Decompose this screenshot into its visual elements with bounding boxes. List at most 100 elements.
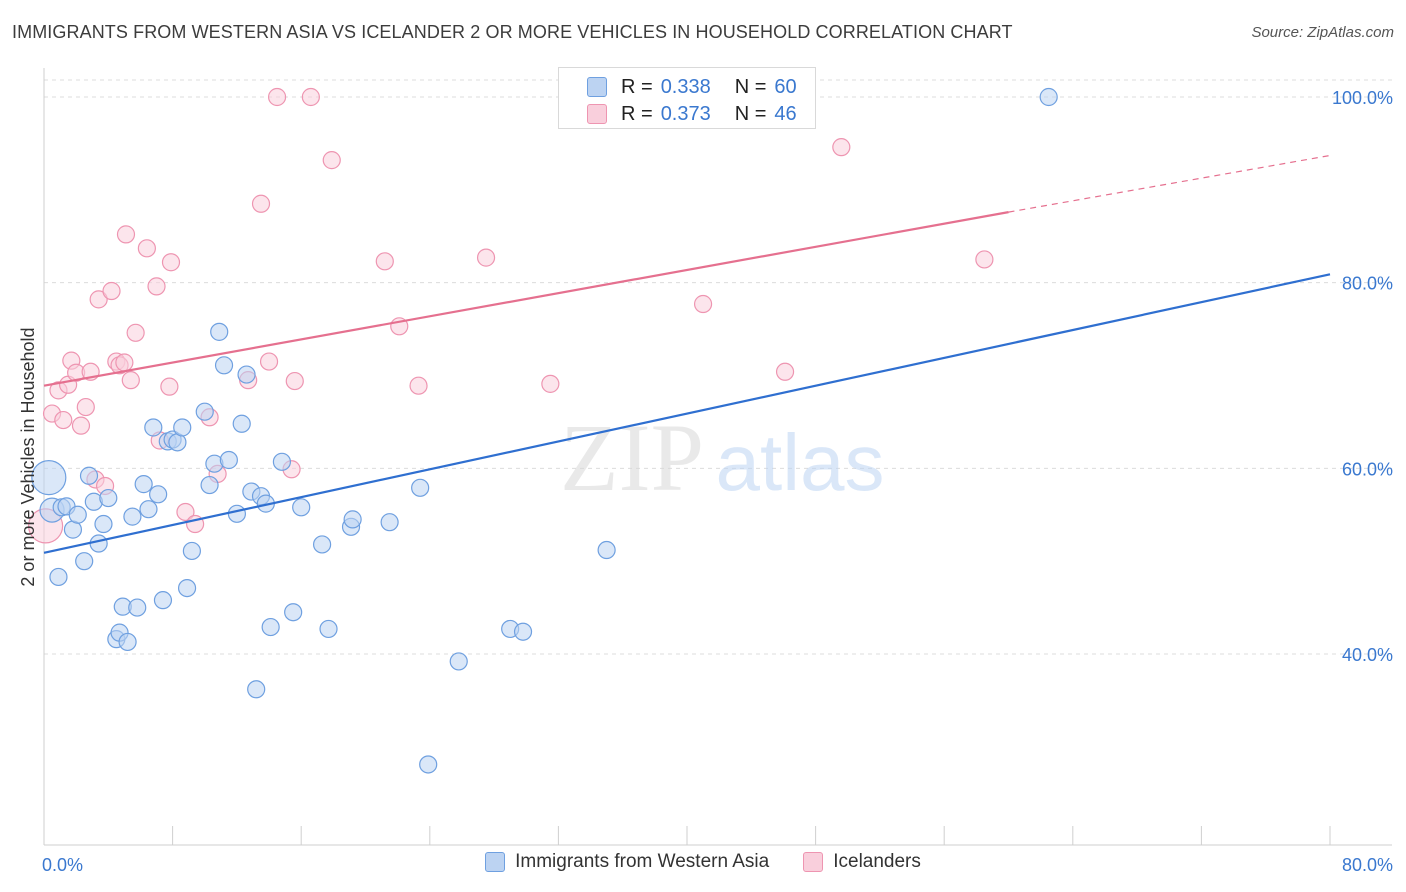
trend-line-western-asia: [43, 273, 1331, 554]
data-point: [160, 377, 179, 396]
data-point: [139, 500, 158, 519]
data-point: [301, 87, 320, 107]
y-axis-label: 2 or more Vehicles in Household: [18, 327, 38, 586]
western-asia-points: [31, 87, 1058, 774]
data-point: [121, 371, 140, 390]
data-point: [76, 397, 95, 417]
data-point: [267, 87, 287, 107]
data-point: [126, 323, 145, 342]
x-tick-label: 80.0%: [1342, 855, 1393, 875]
data-point: [116, 225, 136, 244]
source-credit: Source: ZipAtlas.com: [1251, 24, 1394, 41]
data-point: [259, 352, 279, 371]
legend-swatch-pink: [803, 852, 824, 872]
data-point: [54, 410, 73, 430]
data-point: [832, 138, 851, 157]
legend-n-label: N =: [734, 102, 767, 125]
data-point: [261, 617, 280, 637]
data-point: [149, 485, 168, 504]
legend-swatch-blue: [587, 77, 607, 97]
data-point: [219, 450, 238, 470]
legend-r-value: 0.373: [660, 102, 711, 125]
data-point: [210, 322, 229, 341]
legend-row-pink: R = 0.373 N = 46: [587, 102, 797, 126]
data-point: [49, 567, 68, 587]
data-point: [173, 418, 192, 437]
data-point: [272, 452, 292, 471]
legend-item-western-asia[interactable]: Immigrants from Western Asia: [485, 851, 769, 873]
data-point: [247, 680, 266, 699]
data-point: [115, 353, 134, 372]
data-point: [182, 541, 201, 561]
data-point: [319, 619, 338, 639]
data-point: [137, 239, 156, 258]
data-point: [195, 402, 214, 421]
data-point: [176, 502, 195, 522]
icelanders-points: [28, 87, 994, 544]
data-point: [79, 466, 99, 485]
tick-labels: 40.0% 60.0% 80.0% 100.0% 0.0% 80.0%: [42, 88, 1393, 875]
x-tick-label: 0.0%: [42, 855, 83, 875]
data-point: [1039, 87, 1058, 107]
data-point: [123, 507, 142, 526]
data-point: [232, 414, 251, 433]
trend-line-icelanders: [43, 211, 1009, 387]
y-tick-label: 40.0%: [1342, 645, 1393, 665]
data-point: [322, 151, 341, 170]
correlation-legend: R = 0.338 N = 60 R = 0.373 N = 46: [558, 67, 816, 129]
data-point: [153, 591, 173, 610]
data-point: [411, 478, 430, 497]
y-tick-label: 100.0%: [1332, 88, 1393, 108]
data-point: [775, 362, 795, 381]
data-point: [134, 475, 153, 494]
series-legend: Immigrants from Western Asia Icelanders: [0, 851, 1406, 873]
data-point: [343, 510, 362, 529]
data-point: [419, 755, 438, 774]
data-point: [71, 416, 91, 435]
data-point: [237, 365, 256, 384]
legend-n-value: 60: [774, 75, 797, 98]
data-point: [380, 513, 399, 532]
data-point: [284, 603, 303, 622]
watermark: ZIP atlas: [560, 404, 884, 511]
data-point: [99, 488, 118, 508]
legend-r-value: 0.338: [660, 75, 711, 98]
y-tick-label: 80.0%: [1342, 274, 1393, 294]
trend-line-icelanders-extension: [1008, 154, 1331, 213]
legend-row-blue: R = 0.338 N = 60: [587, 75, 797, 99]
legend-swatch-blue: [485, 852, 506, 872]
data-point: [68, 505, 87, 524]
data-point: [102, 281, 121, 301]
data-point: [144, 418, 163, 437]
data-point: [89, 290, 108, 309]
data-point: [118, 632, 137, 652]
chart-title: IMMIGRANTS FROM WESTERN ASIA VS ICELANDE…: [12, 22, 1013, 42]
data-point: [177, 578, 197, 598]
trend-lines: [43, 154, 1331, 554]
legend-label-icelanders: Icelanders: [833, 851, 921, 872]
legend-n-label: N =: [734, 75, 767, 98]
data-point: [31, 460, 67, 496]
data-point: [449, 652, 468, 671]
axes: [43, 68, 1392, 846]
data-point: [693, 294, 713, 314]
data-point: [89, 534, 108, 553]
data-point: [375, 252, 394, 271]
legend-item-icelanders[interactable]: Icelanders: [803, 851, 921, 873]
data-point: [513, 622, 533, 641]
legend-r-label: R =: [621, 102, 653, 125]
y-tick-label: 60.0%: [1342, 459, 1393, 479]
legend-swatch-pink: [587, 104, 607, 124]
data-point: [541, 374, 560, 393]
data-point: [251, 194, 271, 213]
data-point: [312, 535, 332, 554]
data-point: [75, 552, 94, 571]
data-point: [597, 540, 616, 560]
data-point: [285, 371, 304, 391]
data-point: [292, 498, 311, 517]
data-point: [128, 598, 147, 617]
legend-label-western-asia: Immigrants from Western Asia: [515, 851, 770, 872]
data-point: [975, 250, 994, 269]
data-point: [227, 504, 246, 523]
